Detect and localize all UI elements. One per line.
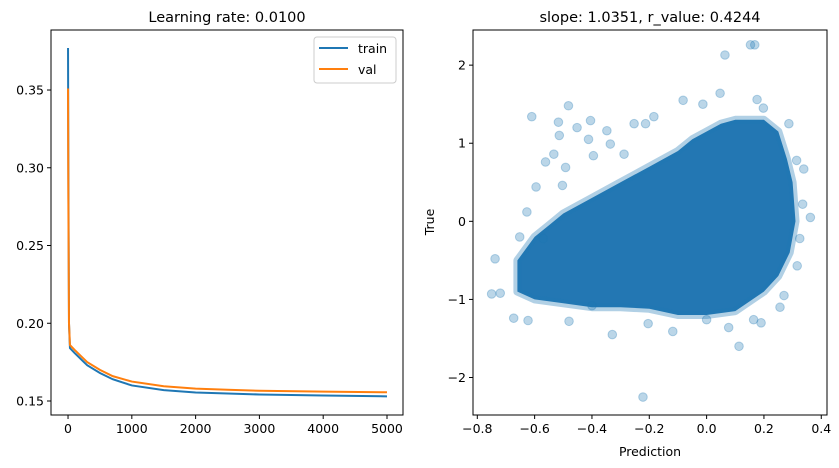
scatter-point xyxy=(649,111,659,122)
scatter-x-tick-label: −0.4 xyxy=(577,421,607,436)
scatter-point xyxy=(607,329,618,340)
legend-val-label: val xyxy=(358,62,377,77)
loss-chart: Learning rate: 0.0100 0 1000 2000 3000 4000 5… xyxy=(16,10,404,436)
scatter-point xyxy=(805,212,816,223)
scatter-chart-frame xyxy=(472,29,828,416)
scatter-point xyxy=(495,288,506,298)
scatter-chart: slope: 1.0351, r_value: 0.4244 −0.8 −0.6 −… xyxy=(422,10,831,459)
scatter-point xyxy=(784,118,794,129)
scatter-x-tick-label: 0.4 xyxy=(811,421,831,436)
scatter-point xyxy=(756,318,766,328)
scatter-point xyxy=(638,392,648,402)
scatter-point xyxy=(715,88,725,99)
scatter-point xyxy=(794,233,805,244)
scatter-point xyxy=(745,40,756,50)
loss-y-tick-label: 0.25 xyxy=(16,238,44,253)
scatter-point xyxy=(667,326,678,337)
scatter-point xyxy=(585,115,596,126)
scatter-point xyxy=(748,314,759,325)
scatter-point xyxy=(560,162,571,173)
loss-x-tick-label: 2000 xyxy=(180,421,212,436)
scatter-y-tick-label: 2 xyxy=(458,58,466,73)
loss-x-tick-label: 3000 xyxy=(243,421,275,436)
scatter-point xyxy=(791,155,802,166)
scatter-point xyxy=(752,94,762,105)
scatter-point xyxy=(797,199,808,209)
scatter-x-tick-label: −0.8 xyxy=(462,421,492,436)
scatter-x-tick-label: −0.6 xyxy=(519,421,549,436)
loss-chart-title: Learning rate: 0.0100 xyxy=(148,10,305,26)
scatter-point xyxy=(619,149,629,159)
scatter-point xyxy=(553,117,564,127)
loss-x-tick-label: 4000 xyxy=(307,421,339,436)
scatter-point xyxy=(588,150,599,161)
scatter-point xyxy=(758,103,769,113)
x-axis-label: Prediction xyxy=(619,444,681,459)
y-axis-label: True xyxy=(422,208,437,236)
scatter-point xyxy=(557,180,568,191)
scatter-point xyxy=(720,50,730,60)
scatter-point xyxy=(540,157,551,167)
scatter-point xyxy=(549,149,559,159)
scatter-point xyxy=(749,40,760,50)
scatter-point xyxy=(523,315,533,326)
scatter-point xyxy=(678,95,688,106)
series-val-line xyxy=(67,88,387,394)
scatter-point xyxy=(779,290,789,301)
scatter-x-tick-label: 0.2 xyxy=(754,421,774,436)
scatter-y-tick-label: −1 xyxy=(448,292,466,307)
scatter-point xyxy=(572,122,582,133)
scatter-point xyxy=(792,261,802,271)
loss-y-tick-label: 0.20 xyxy=(16,316,44,331)
loss-y-tick-label: 0.30 xyxy=(16,160,44,175)
scatter-chart-title: slope: 1.0351, r_value: 0.4244 xyxy=(539,10,760,26)
scatter-point xyxy=(522,207,532,217)
loss-x-tick-label: 1000 xyxy=(116,421,148,436)
scatter-point xyxy=(490,254,500,264)
loss-chart-frame xyxy=(50,29,404,416)
scatter-point xyxy=(583,134,594,145)
scatter-point xyxy=(564,316,574,327)
legend-train-label: train xyxy=(358,41,387,56)
loss-x-tick-label: 5000 xyxy=(371,421,403,436)
legend: train val xyxy=(313,36,397,84)
scatter-x-tick-label: −0.2 xyxy=(634,421,664,436)
scatter-point xyxy=(486,289,497,299)
loss-y-tick-label: 0.15 xyxy=(16,394,44,409)
loss-x-tick-label: 0 xyxy=(64,421,72,436)
scatter-point xyxy=(698,99,708,109)
scatter-point xyxy=(701,314,712,325)
scatter-point xyxy=(531,182,541,192)
scatter-point xyxy=(563,100,574,111)
scatter-point xyxy=(514,232,525,242)
scatter-point xyxy=(526,111,537,122)
scatter-point xyxy=(798,164,809,174)
scatter-point xyxy=(554,130,565,141)
scatter-point xyxy=(508,313,519,323)
scatter-y-tick-label: 1 xyxy=(458,136,466,151)
scatter-point xyxy=(775,302,785,313)
scatter-point xyxy=(587,300,597,311)
scatter-point xyxy=(605,139,616,149)
scatter-y-tick-label: 0 xyxy=(458,214,466,229)
scatter-point xyxy=(640,118,651,129)
scatter-point xyxy=(643,318,653,329)
scatter-point xyxy=(723,322,734,333)
scatter-point xyxy=(602,125,612,136)
scatter-point xyxy=(538,233,549,244)
scatter-y-tick-label: −2 xyxy=(448,370,466,385)
series-train-line xyxy=(67,48,388,398)
scatter-point xyxy=(734,341,744,352)
loss-y-tick-label: 0.35 xyxy=(16,83,44,98)
scatter-x-tick-label: 0.0 xyxy=(697,421,717,436)
scatter-dense-region xyxy=(513,115,800,319)
scatter-point xyxy=(629,118,639,129)
